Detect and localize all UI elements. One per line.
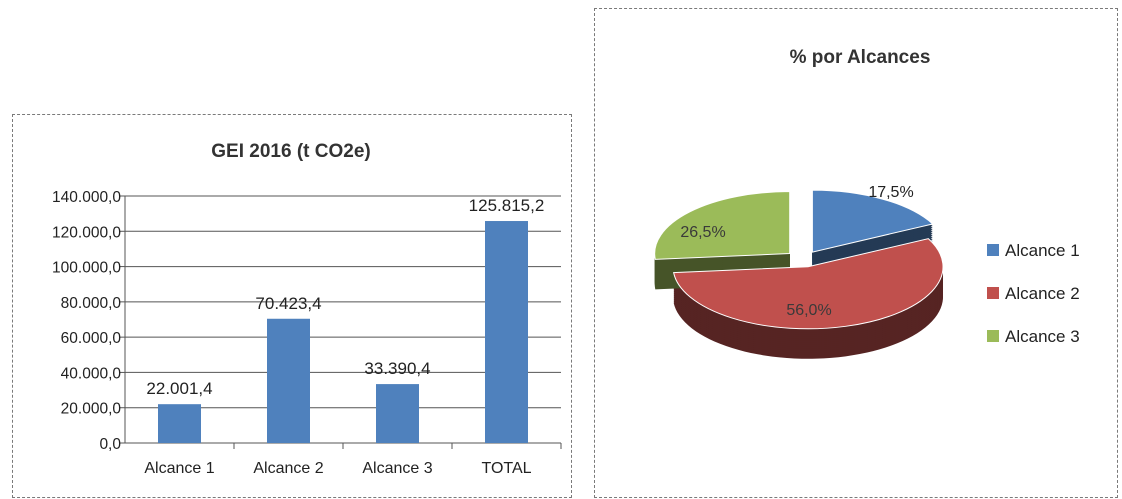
- x-tick-label: Alcance 3: [362, 460, 432, 477]
- y-tick-label: 40.000,0: [61, 365, 122, 382]
- bar: [158, 404, 201, 443]
- bar: [485, 221, 528, 443]
- legend-swatch: [987, 244, 999, 256]
- bar: [376, 384, 419, 443]
- pie-value-label: 26,5%: [680, 224, 725, 241]
- legend-label: Alcance 2: [1005, 284, 1080, 303]
- x-tick-label: Alcance 1: [144, 460, 214, 477]
- y-tick-label: 80.000,0: [61, 295, 122, 312]
- y-tick-label: 20.000,0: [61, 401, 122, 418]
- y-tick-label: 60.000,0: [61, 330, 122, 347]
- legend-swatch: [987, 287, 999, 299]
- y-tick-label: 140.000,0: [52, 189, 121, 206]
- bar-value-label: 125.815,2: [469, 196, 545, 215]
- y-tick-label: 120.000,0: [52, 224, 121, 241]
- pie-slice: [811, 189, 934, 253]
- pie-slice: [673, 238, 944, 330]
- bar-value-label: 70.423,4: [255, 294, 321, 313]
- bar-chart: GEI 2016 (t CO2e) 0,0 20.000,0 40.000,0 60.…: [52, 141, 562, 477]
- pie-value-label: 17,5%: [868, 184, 913, 201]
- bar: [267, 318, 310, 443]
- pie-chart-title: % por Alcances: [790, 47, 931, 68]
- legend-label: Alcance 3: [1005, 327, 1080, 346]
- pie-chart: % por Alcances 17,5% 56,0% 26,5% Alcance 1 A…: [654, 47, 1080, 359]
- pie-chart-panel: % por Alcances 17,5% 56,0% 26,5% Alcance 1 A…: [594, 8, 1118, 498]
- pie-slice: [654, 191, 791, 260]
- legend-swatch: [987, 330, 999, 342]
- y-tick-label: 0,0: [99, 436, 121, 453]
- bar-value-label: 22.001,4: [146, 379, 212, 398]
- pie-value-label: 56,0%: [786, 302, 831, 319]
- legend-label: Alcance 1: [1005, 241, 1080, 260]
- bar-chart-panel: GEI 2016 (t CO2e) 0,0 20.000,0 40.000,0 60.…: [12, 114, 572, 498]
- x-tick-label: Alcance 2: [253, 460, 323, 477]
- y-tick-label: 100.000,0: [52, 260, 121, 277]
- x-tick-label: TOTAL: [481, 460, 531, 477]
- bar-value-label: 33.390,4: [364, 359, 430, 378]
- bar-chart-title: GEI 2016 (t CO2e): [211, 141, 370, 162]
